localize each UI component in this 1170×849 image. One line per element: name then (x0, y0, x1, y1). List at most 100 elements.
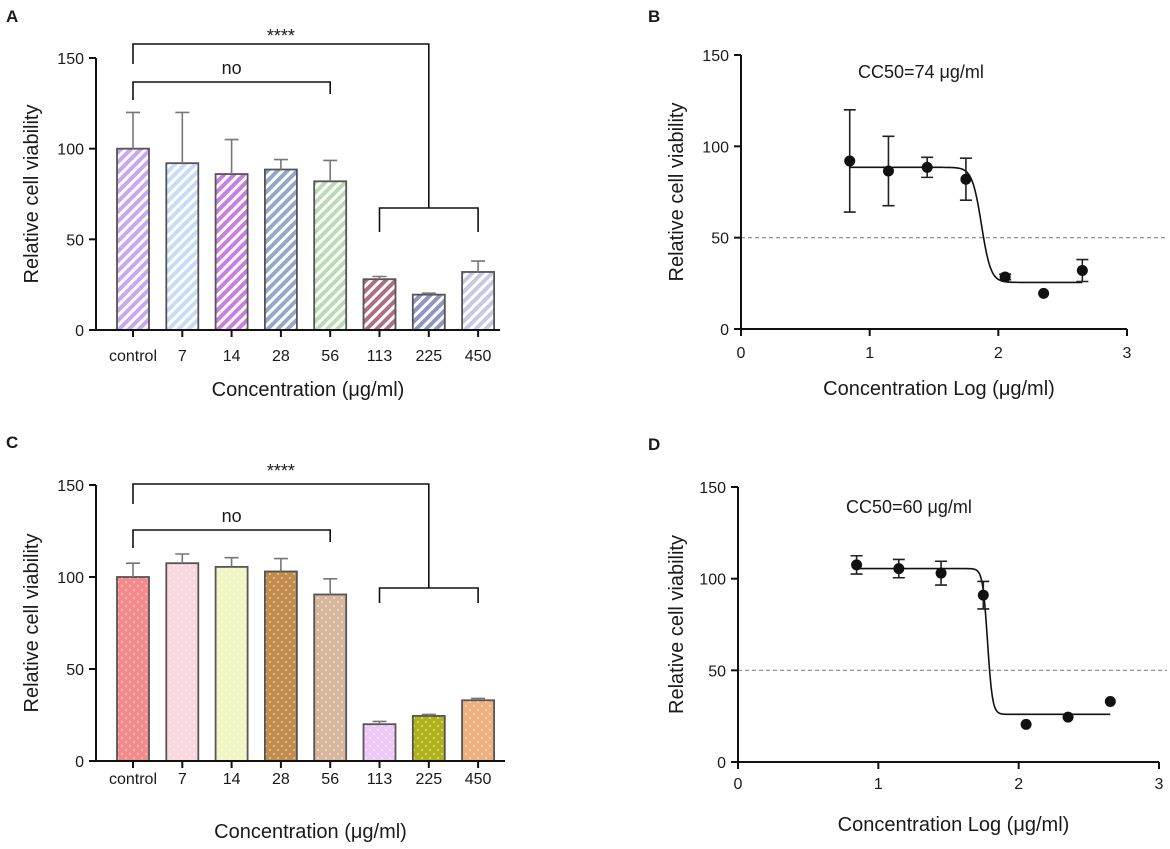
bar-28 (263, 168, 298, 331)
x-tick-label: 113 (367, 348, 393, 365)
y-axis-title: Relative cell viability (21, 105, 43, 284)
bar-56 (313, 180, 348, 331)
x-tick-label: 7 (178, 348, 187, 365)
data-point (960, 173, 972, 185)
ns-bracket (132, 81, 331, 100)
x-tick-label: control (109, 771, 157, 788)
y-tick-label: 0 (75, 754, 84, 771)
x-tick-label: 28 (272, 771, 290, 788)
significance-bracket-main (132, 43, 430, 208)
y-tick-label: 100 (699, 572, 726, 589)
ns-bracket (132, 529, 331, 548)
y-axis-title: Relative cell viability (666, 103, 688, 282)
y-tick-label: 50 (66, 232, 84, 249)
significance-bracket-group (378, 207, 479, 232)
y-tick-label: 150 (702, 48, 729, 65)
error-bar-control (126, 562, 140, 577)
bar-450 (461, 699, 496, 762)
error-bar-56 (323, 159, 338, 182)
x-tick-label: 225 (415, 348, 442, 365)
y-axis-title: Relative cell viability (666, 535, 688, 714)
data-point (844, 155, 856, 167)
error-bar-450 (471, 697, 486, 701)
data-point (1076, 265, 1088, 277)
data-point (999, 271, 1011, 283)
x-tick-label: 2 (1014, 776, 1023, 793)
error-bar-7 (175, 553, 190, 564)
data-point (1062, 711, 1074, 723)
data-point (977, 589, 989, 601)
error-bar-225 (421, 713, 436, 716)
y-axis-title: Relative cell viability (21, 534, 43, 713)
y-tick-label: 150 (57, 478, 84, 495)
bar-14 (214, 565, 249, 762)
x-tick-label: 3 (1123, 345, 1132, 362)
data-point (935, 567, 947, 579)
y-tick-label: 150 (57, 51, 84, 68)
x-axis-title: Concentration (μg/ml) (212, 379, 405, 401)
data-point (851, 559, 863, 571)
x-axis-title: Concentration (μg/ml) (214, 821, 407, 843)
data-point (882, 165, 894, 177)
error-bar-7 (175, 111, 190, 164)
x-tick-label: 1 (874, 776, 883, 793)
x-tick-label: 1 (865, 345, 874, 362)
x-tick-label: 0 (734, 776, 743, 793)
error-bar-113 (372, 275, 387, 280)
x-tick-label: 225 (415, 771, 442, 788)
significance-bracket-main (132, 483, 430, 588)
x-tick-label: 0 (737, 345, 746, 362)
axes (740, 55, 1127, 330)
cc50-annotation: CC50=60 μg/ml (846, 497, 972, 517)
bar-7 (165, 162, 200, 331)
ns-label: no (222, 506, 242, 526)
y-tick-label: 100 (57, 570, 84, 587)
panel-b-dose-response: B 0 50 100 150 0 1 2 3 Relative cell viability Co… (648, 7, 1167, 400)
panel-d-dose-response: D 0 50 100 150 0 1 2 3 Relative cell viability Co… (648, 435, 1167, 836)
cc50-annotation: CC50=74 μg/ml (858, 62, 984, 82)
x-tick-label: 450 (465, 348, 492, 365)
error-bar-450 (471, 260, 486, 272)
y-tick-label: 150 (699, 480, 726, 497)
data-point (893, 563, 905, 575)
bar-113 (362, 723, 397, 762)
error-bar-56 (323, 578, 338, 595)
error-bar-14 (224, 138, 239, 175)
x-tick-label: 2 (994, 345, 1003, 362)
x-axis-title: Concentration Log (μg/ml) (838, 814, 1070, 836)
x-tick-label: 113 (367, 771, 393, 788)
error-bar-control (126, 111, 140, 149)
y-tick-label: 0 (717, 755, 726, 772)
panel-letter-b: B (648, 7, 660, 26)
data-point (921, 161, 933, 173)
bar-control (116, 576, 150, 762)
y-tick-label: 50 (711, 231, 729, 248)
bar-113 (362, 278, 397, 331)
significance-stars: **** (267, 461, 295, 481)
y-tick-label: 0 (75, 323, 84, 340)
x-tick-label: control (109, 348, 157, 365)
error-bar-225 (421, 292, 436, 295)
y-tick-label: 0 (720, 322, 729, 339)
data-point (1104, 696, 1116, 707)
data-point (1020, 718, 1032, 730)
y-tick-label: 50 (708, 663, 726, 680)
panel-letter-a: A (6, 7, 18, 26)
panel-c-bar-chart: C 0 50 100 150 control 7 14 28 56 113 225 450 Relati… (6, 433, 505, 843)
axes (737, 487, 1159, 763)
error-bar-28 (273, 158, 288, 170)
bar-56 (313, 593, 348, 762)
x-tick-label: 3 (1155, 776, 1164, 793)
x-tick-label: 450 (465, 771, 492, 788)
x-tick-label: 14 (223, 771, 241, 788)
x-tick-label: 14 (223, 348, 241, 365)
bar-28 (263, 570, 298, 762)
error-bar-113 (372, 720, 387, 725)
bar-450 (461, 271, 496, 331)
bar-14 (214, 173, 249, 331)
data-point (1038, 287, 1050, 299)
panel-letter-d: D (648, 435, 660, 454)
bar-225 (411, 293, 446, 331)
significance-bracket-group (378, 587, 479, 603)
